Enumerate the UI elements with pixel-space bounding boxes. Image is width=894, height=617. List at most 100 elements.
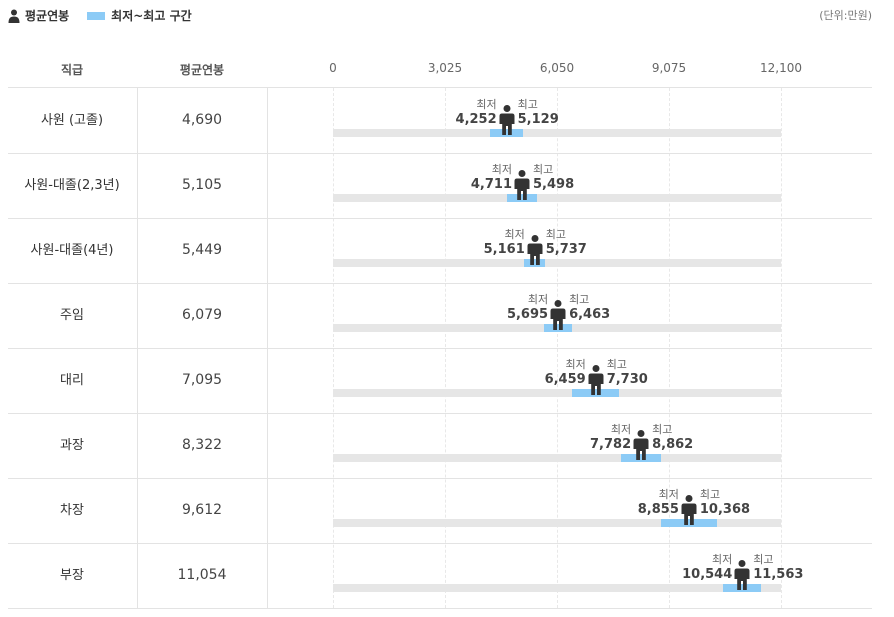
table-row: 부장 11,054	[8, 543, 872, 609]
range-track	[333, 584, 781, 592]
max-caption: 최고	[652, 423, 673, 436]
legend-range-label: 최저~최고 구간	[111, 9, 192, 23]
min-caption: 최저	[565, 358, 586, 371]
legend-avg-label: 평균연봉	[25, 9, 70, 23]
max-label: 최고 11,563	[753, 551, 803, 582]
row-title: 주임	[60, 308, 84, 323]
min-label: 최저 4,711	[471, 161, 512, 192]
row-title: 부장	[60, 568, 84, 583]
min-label: 최저 5,695	[507, 291, 548, 322]
max-label: 최고 10,368	[700, 486, 750, 517]
min-value: 4,252	[455, 112, 497, 127]
row-title: 사원 (고졸)	[40, 113, 104, 128]
max-value: 10,368	[699, 502, 751, 517]
min-caption: 최저	[658, 488, 679, 501]
column-header-role: 직급	[60, 63, 84, 77]
range-track	[333, 389, 781, 397]
min-value: 7,782	[590, 437, 632, 452]
min-value: 5,161	[483, 242, 525, 257]
min-caption: 최저	[491, 163, 513, 176]
max-value: 7,730	[606, 372, 648, 387]
min-caption: 최저	[712, 553, 733, 566]
min-value: 10,544	[682, 567, 733, 582]
max-caption: 최고	[606, 358, 627, 371]
max-value: 8,862	[652, 437, 694, 452]
avg-person-icon	[499, 105, 515, 135]
avg-person-icon	[514, 170, 530, 200]
avg-person-icon	[550, 300, 566, 330]
range-bar	[660, 519, 717, 527]
min-label: 최저 10,544	[682, 551, 732, 582]
max-caption: 최고	[545, 228, 566, 241]
person-icon	[8, 9, 20, 23]
range-bar	[507, 194, 537, 202]
max-value: 11,563	[753, 567, 804, 582]
max-label: 최고 5,129	[518, 96, 559, 127]
range-bar	[524, 259, 546, 267]
max-value: 6,463	[569, 307, 611, 322]
row-title: 과장	[60, 438, 84, 453]
max-label: 최고 6,463	[569, 291, 610, 322]
max-value: 5,129	[517, 112, 559, 127]
avg-person-icon	[734, 560, 750, 590]
legend-range-swatch	[87, 11, 106, 20]
max-caption: 최고	[517, 98, 538, 111]
avg-person-icon	[633, 430, 649, 460]
legend: 평균연봉 최저~최고 구간	[8, 7, 192, 24]
avg-person-icon	[527, 235, 543, 265]
range-bar	[621, 454, 662, 462]
min-caption: 최저	[610, 423, 632, 436]
max-label: 최고 8,862	[652, 421, 693, 452]
axis-tick-label: 12,100	[760, 61, 802, 75]
row-avg-value: 9,612	[181, 502, 223, 518]
max-caption: 최고	[753, 553, 774, 566]
range-track	[333, 194, 781, 202]
min-value: 4,711	[470, 177, 513, 192]
table-header: 직급 평균연봉	[8, 55, 872, 88]
min-label: 최저 4,252	[456, 96, 497, 127]
min-caption: 최저	[504, 228, 525, 241]
row-title: 사원-대졸(4년)	[30, 243, 114, 258]
axis-tick-label: 3,025	[427, 61, 463, 75]
table-row: 사원-대졸(4년) 5,449	[8, 218, 872, 284]
range-track	[333, 519, 781, 527]
row-avg-value: 7,095	[181, 372, 223, 388]
row-avg-value: 11,054	[177, 567, 227, 583]
unit-label: (단위:만원)	[819, 9, 872, 22]
range-track	[333, 454, 781, 462]
min-label: 최저 7,782	[590, 421, 631, 452]
max-value: 5,498	[533, 177, 575, 192]
range-track	[333, 259, 781, 267]
column-header-avg: 평균연봉	[179, 63, 225, 77]
avg-person-icon	[588, 365, 604, 395]
axis-tick-label: 6,050	[539, 61, 575, 75]
max-caption: 최고	[569, 293, 590, 306]
min-caption: 최저	[476, 98, 497, 111]
axis-tick-label: 0	[329, 61, 337, 75]
range-bar	[490, 129, 523, 137]
row-avg-value: 5,105	[181, 177, 223, 193]
min-value: 8,855	[637, 502, 679, 517]
row-title: 차장	[60, 503, 84, 518]
min-caption: 최저	[527, 293, 549, 306]
row-title: 대리	[60, 373, 84, 388]
min-label: 최저 8,855	[638, 486, 679, 517]
min-value: 6,459	[544, 372, 586, 387]
min-label: 최저 6,459	[545, 356, 586, 387]
table-row: 대리 7,095	[8, 348, 872, 414]
row-avg-value: 5,449	[181, 242, 223, 258]
max-caption: 최고	[533, 163, 554, 176]
min-label: 최저 5,161	[484, 226, 525, 257]
max-value: 5,737	[545, 242, 587, 257]
table-row: 차장 9,612	[8, 478, 872, 544]
max-label: 최고 5,498	[533, 161, 574, 192]
table-row: 과장 8,322	[8, 413, 872, 479]
range-track	[333, 129, 781, 137]
max-label: 최고 5,737	[546, 226, 587, 257]
table-row: 사원-대졸(2,3년) 5,105	[8, 153, 872, 219]
axis-tick-label: 9,075	[651, 61, 687, 75]
range-bar	[723, 584, 762, 592]
range-bar	[572, 389, 620, 397]
row-avg-value: 6,079	[181, 307, 223, 323]
max-caption: 최고	[699, 488, 721, 501]
